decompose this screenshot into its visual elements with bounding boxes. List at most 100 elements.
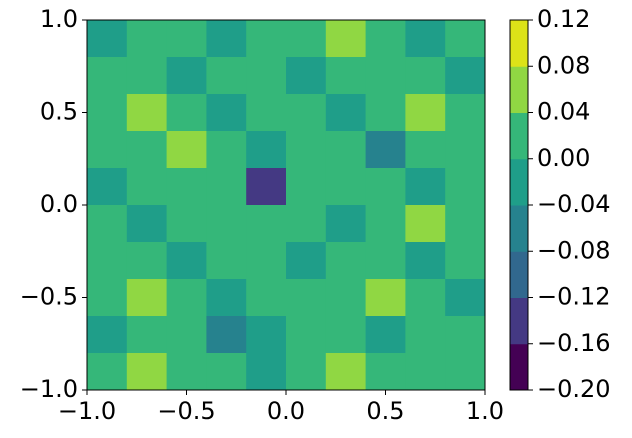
- x-tick-label: −0.5: [157, 397, 215, 425]
- colorbar-band: [510, 112, 528, 160]
- contour-cell: [166, 316, 207, 354]
- contour-cell: [286, 242, 327, 280]
- contour-cell: [325, 316, 367, 354]
- x-tick-label: 1.0: [466, 397, 504, 425]
- colorbar-tick-label: 0.04: [537, 98, 590, 126]
- contour-cell: [286, 353, 327, 391]
- contour-cell: [325, 57, 367, 95]
- contour-cell: [445, 131, 486, 169]
- contour-cell: [246, 131, 287, 169]
- contour-cell: [126, 94, 168, 132]
- contour-cell: [325, 20, 367, 58]
- contour-cell: [286, 168, 327, 206]
- contour-cell: [325, 94, 367, 132]
- contour-cell: [365, 57, 406, 95]
- contour-cell: [87, 316, 128, 354]
- contour-cell: [445, 279, 486, 317]
- contour-cell: [246, 168, 287, 206]
- contour-cell: [325, 353, 367, 391]
- contour-cell: [87, 20, 128, 58]
- colorbar-tick-label: −0.08: [537, 236, 611, 264]
- colorbar-tick-label: −0.12: [537, 283, 611, 311]
- contour-cell: [365, 205, 406, 243]
- colorbar-band: [510, 205, 528, 252]
- contour-cell: [445, 205, 486, 243]
- contour-cell: [206, 131, 247, 169]
- contour-cell: [87, 131, 128, 169]
- contour-cell: [166, 353, 207, 391]
- colorbar-tick-label: −0.04: [537, 190, 611, 218]
- contour-cell: [246, 205, 287, 243]
- contour-cell: [166, 20, 207, 58]
- contour-cell: [246, 353, 287, 391]
- contour-cell: [365, 316, 406, 354]
- contour-cell: [246, 316, 287, 354]
- contour-cell: [206, 57, 247, 95]
- contour-cell: [246, 242, 287, 280]
- contour-cell: [325, 242, 367, 280]
- contour-cell: [286, 205, 327, 243]
- colorbar-band: [510, 343, 528, 391]
- contour-cell: [405, 94, 446, 132]
- colorbar-tick-label: −0.16: [537, 329, 611, 357]
- contour-cell: [405, 242, 446, 280]
- contour-cell: [206, 279, 247, 317]
- contour-cell: [87, 279, 128, 317]
- contour-cell: [87, 205, 128, 243]
- contour-cell: [166, 205, 207, 243]
- x-tick-label: 0.0: [267, 397, 305, 425]
- contour-cell: [325, 131, 367, 169]
- colorbar-tick-label: 0.00: [537, 144, 590, 172]
- contour-cell: [445, 57, 486, 95]
- contour-cell: [365, 242, 406, 280]
- contour-cell: [126, 316, 168, 354]
- contour-cell: [246, 20, 287, 58]
- contour-cell: [166, 57, 207, 95]
- x-tick-label: −1.0: [58, 397, 116, 425]
- contour-cell: [126, 205, 168, 243]
- contour-cell: [87, 168, 128, 206]
- contour-cell: [405, 353, 446, 391]
- contour-cell: [325, 168, 367, 206]
- contour-cell: [206, 242, 247, 280]
- contour-cell: [365, 168, 406, 206]
- contour-cell: [286, 94, 327, 132]
- contour-cell: [87, 57, 128, 95]
- contour-cell: [286, 20, 327, 58]
- contour-cell: [246, 94, 287, 132]
- contour-cell: [286, 57, 327, 95]
- contour-cell: [166, 279, 207, 317]
- contour-cell: [126, 168, 168, 206]
- contour-cell: [405, 205, 446, 243]
- x-tick-label: 0.5: [366, 397, 404, 425]
- contour-cell: [286, 316, 327, 354]
- contour-cell: [166, 94, 207, 132]
- contour-cell: [166, 131, 207, 169]
- contour-cell: [405, 279, 446, 317]
- colorbar-band: [510, 158, 528, 206]
- contour-cell: [325, 279, 367, 317]
- contour-cell: [445, 353, 486, 391]
- contour-cell: [445, 168, 486, 206]
- colorbar-band: [510, 297, 528, 345]
- contour-cell: [445, 242, 486, 280]
- contour-cell: [206, 205, 247, 243]
- y-tick-label: 0.0: [40, 190, 78, 218]
- contour-cell: [206, 168, 247, 206]
- contour-cell: [126, 57, 168, 95]
- contour-cell: [286, 131, 327, 169]
- contour-cell: [405, 168, 446, 206]
- contour-cell: [286, 279, 327, 317]
- y-tick-label: 0.5: [40, 98, 78, 126]
- contour-cell: [405, 20, 446, 58]
- contour-cell: [445, 20, 486, 58]
- colorbar-band: [510, 20, 528, 67]
- contour-cell: [126, 20, 168, 58]
- contour-cell: [87, 94, 128, 132]
- contour-cell: [166, 242, 207, 280]
- contour-cell: [126, 353, 168, 391]
- y-tick-label: −1.0: [20, 375, 78, 403]
- contour-cell: [445, 316, 486, 354]
- contour-cell: [325, 205, 367, 243]
